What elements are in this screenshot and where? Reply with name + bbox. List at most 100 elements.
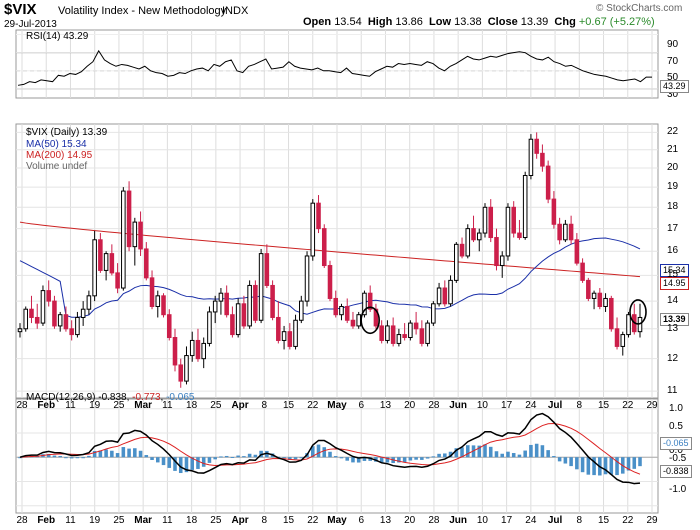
x-axis-tick-1-24: 15	[597, 400, 610, 411]
candle-down	[287, 331, 293, 347]
candle-down	[321, 228, 327, 267]
macd-hist-bar	[138, 450, 143, 458]
macd-hist-bar	[632, 457, 637, 469]
macd-hist-bar	[339, 457, 344, 459]
macd-legend-macd: -0.838	[98, 392, 127, 403]
x-axis-tick-1-1: Feb	[37, 400, 56, 411]
macd-hist-bar	[402, 457, 407, 463]
candle-up	[563, 223, 568, 241]
candle-up	[40, 290, 46, 324]
high-value: 13.86	[395, 16, 423, 28]
macd-hist-bar	[454, 448, 459, 458]
rsi-tick-70: 70	[667, 56, 679, 67]
chart-date: 29-Jul-2013	[4, 19, 57, 30]
ma50-tag: 15.34	[660, 264, 689, 277]
open-label: Open	[303, 16, 332, 28]
x-axis-tick-2-25: 22	[622, 515, 634, 526]
x-axis-tick-2-6: 11	[162, 515, 173, 526]
macd-hist-bar	[506, 451, 510, 458]
candle-up	[80, 308, 86, 318]
candle-down	[488, 206, 494, 239]
macd-hist-bar	[557, 457, 562, 462]
macd-hist-bar	[483, 444, 487, 458]
macd-hist-bar	[379, 457, 384, 463]
candle-down	[98, 239, 103, 271]
macd-hist-bar	[351, 457, 355, 463]
candle-up	[299, 300, 304, 321]
rsi-tick-30: 30	[667, 89, 679, 100]
candle-down	[138, 221, 143, 250]
brand-watermark: © StockCharts.com	[596, 3, 683, 14]
macd-hist-bar	[81, 457, 85, 459]
candle-up	[408, 322, 413, 339]
candle-up	[339, 305, 344, 316]
macd-hist-bar	[540, 445, 545, 458]
candle-down	[178, 364, 184, 382]
x-axis-tick-2-2: 11	[65, 515, 76, 526]
candle-down	[344, 305, 350, 321]
price-tick-14: 14	[667, 295, 679, 307]
candle-up	[75, 316, 80, 336]
macd-hist-bar	[173, 457, 177, 471]
price-tick-15: 15	[667, 269, 679, 281]
macd-hist-bar	[425, 457, 430, 459]
candle-up	[212, 300, 218, 313]
x-axis-tick-1-16: 20	[404, 400, 416, 411]
low-label: Low	[429, 16, 452, 28]
macd-hist-bar	[69, 457, 74, 459]
candle-up	[499, 255, 505, 267]
macd-hist-bar	[523, 450, 527, 458]
x-axis-tick-2-5: Mar	[134, 515, 153, 526]
candle-down	[609, 297, 614, 330]
macd-hist-bar	[328, 451, 332, 458]
macd-legend-name: MACD(12,26,9)	[26, 392, 96, 403]
macd-hist-bar	[437, 453, 441, 458]
price-legend-ma50: MA(50) 15.34	[26, 139, 87, 150]
x-axis-tick-2-14: 6	[358, 515, 364, 526]
macd-hist-bar	[110, 450, 114, 458]
candle-up	[385, 325, 390, 341]
x-axis-tick-2-12: 22	[307, 515, 319, 526]
candle-up	[86, 295, 92, 310]
candle-down	[230, 314, 235, 336]
open-value: 13.54	[334, 16, 362, 28]
price-tick-20: 20	[667, 161, 679, 173]
rsi-label: RSI(14) 43.29	[26, 31, 89, 42]
close-label: Close	[487, 16, 518, 28]
candle-up	[448, 279, 453, 305]
macd-hist-bar	[322, 447, 327, 458]
candle-down	[471, 228, 476, 241]
macd-hist-bar	[161, 457, 166, 466]
candle-down	[144, 248, 149, 279]
candle-down	[126, 190, 132, 248]
macd-hist-bar	[310, 446, 315, 458]
macd-hist-bar	[207, 457, 212, 463]
macd-hist-bar	[253, 454, 258, 458]
macd-hist-bar	[511, 453, 516, 458]
candle-down	[379, 325, 384, 341]
macd-hist-bar	[529, 444, 533, 458]
price-tick-17: 17	[667, 222, 679, 234]
macd-hist-bar	[98, 450, 103, 458]
macd-tick-0-5: 0.5	[669, 421, 683, 432]
x-axis-tick-1-15: 13	[379, 400, 392, 411]
x-axis-tick-1-23: 8	[576, 400, 583, 411]
macd-signal-line	[19, 422, 641, 475]
x-axis-tick-1-22: Jul	[547, 400, 563, 411]
macd-hist-bar	[626, 457, 631, 471]
candle-up	[218, 292, 224, 302]
macd-hist-bar	[18, 457, 22, 459]
x-axis-tick-1-13: May	[327, 400, 347, 411]
rsi-current-tag: 43.29	[660, 80, 689, 93]
candle-up	[207, 311, 212, 344]
macd-hist-bar	[500, 453, 505, 458]
x-axis-tick-2-19: 10	[476, 515, 488, 526]
candle-down	[166, 314, 172, 339]
candle-down	[52, 300, 57, 327]
macd-legend-signal: -0.773	[132, 392, 161, 403]
macd-hist-bar	[609, 457, 614, 475]
macd-tick-neg0-5: -0.5	[669, 453, 687, 464]
candle-up	[356, 314, 361, 327]
x-axis-tick-1-21: 24	[525, 400, 537, 411]
